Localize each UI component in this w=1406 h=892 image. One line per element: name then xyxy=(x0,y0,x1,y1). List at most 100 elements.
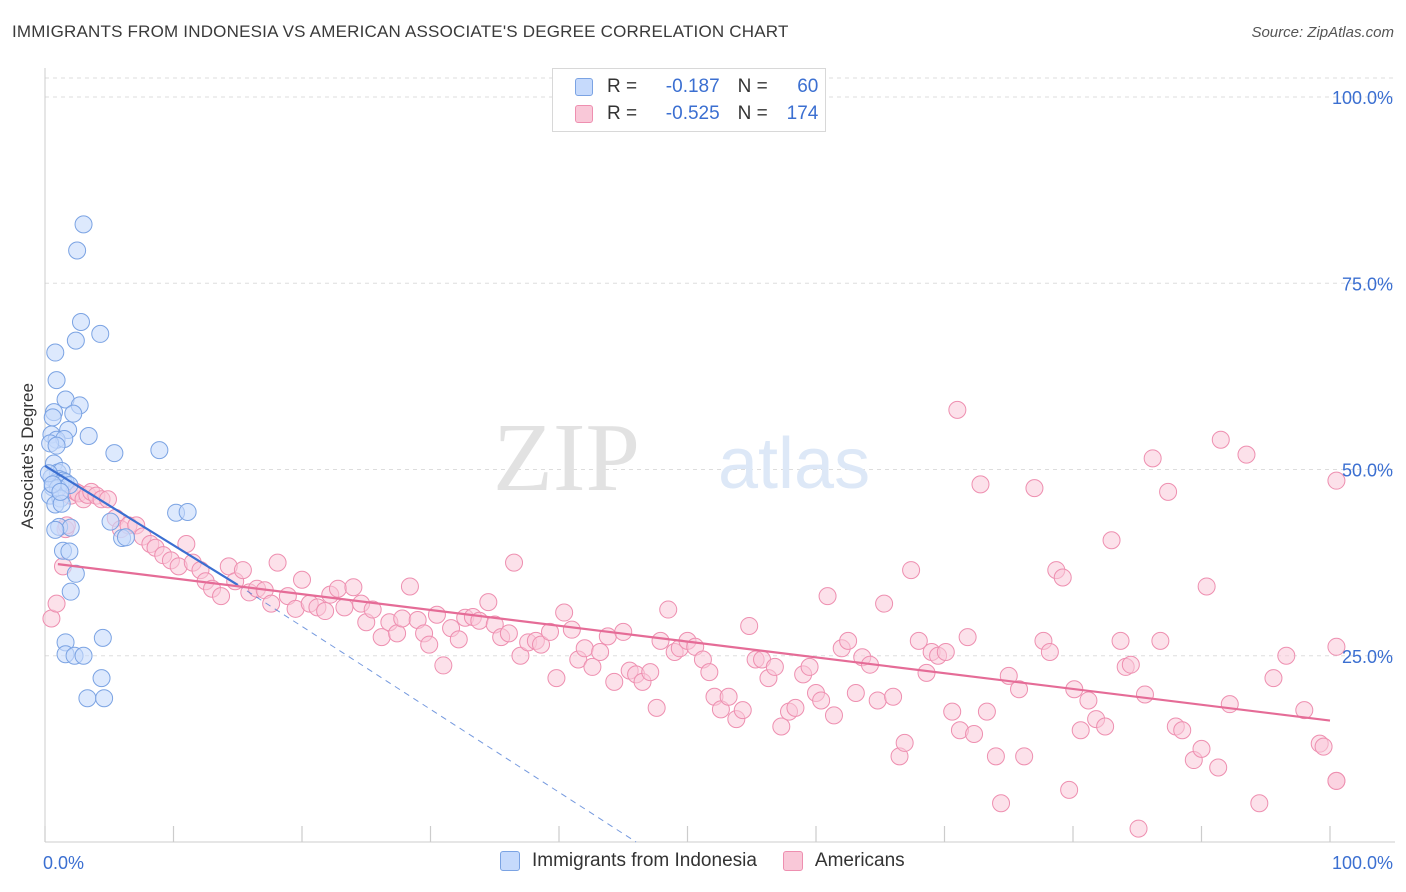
americans-point xyxy=(641,663,660,682)
americans-point xyxy=(1053,568,1072,587)
americans-point xyxy=(1102,531,1121,550)
americans-point xyxy=(575,639,594,658)
americans-point xyxy=(1071,721,1090,740)
indonesia-point xyxy=(93,628,112,647)
americans-point xyxy=(262,594,281,613)
americans-point xyxy=(800,657,819,676)
americans-point xyxy=(547,669,566,688)
legend-item-indonesia[interactable]: Immigrants from Indonesia xyxy=(500,850,757,872)
americans-point xyxy=(541,622,560,641)
americans-legend-swatch xyxy=(782,851,803,871)
americans-point xyxy=(562,620,581,639)
americans-point xyxy=(1025,479,1044,498)
americans-point xyxy=(651,631,670,650)
americans-point xyxy=(1327,471,1346,490)
americans-point xyxy=(902,561,921,580)
americans-point xyxy=(839,631,858,650)
americans-point xyxy=(992,794,1011,813)
axes xyxy=(44,68,1395,843)
americans-point xyxy=(372,628,391,647)
americans-point xyxy=(1277,646,1296,665)
n-label: N = xyxy=(737,76,768,97)
indonesia-point xyxy=(64,404,83,423)
americans-point xyxy=(765,657,784,676)
americans-point xyxy=(986,747,1005,766)
x-tick-label: 0.0% xyxy=(43,853,84,873)
americans-point xyxy=(316,602,335,621)
americans-point xyxy=(1173,721,1192,740)
legend-label-americans: Americans xyxy=(814,850,905,871)
americans-point xyxy=(1314,737,1333,756)
americans-point xyxy=(1159,482,1178,501)
americans-point xyxy=(772,717,791,736)
indonesia-trend-extension xyxy=(237,584,637,843)
americans-point xyxy=(555,603,574,622)
indonesia-point xyxy=(92,669,111,688)
americans-point xyxy=(958,628,977,647)
indonesia-point xyxy=(46,520,65,539)
americans-swatch xyxy=(575,105,593,123)
americans-point xyxy=(605,672,624,691)
americans-point xyxy=(434,656,453,675)
americans-point xyxy=(293,570,311,589)
americans-point xyxy=(917,663,936,682)
americans-point xyxy=(1135,685,1154,704)
americans-point xyxy=(740,616,759,635)
americans-point xyxy=(1220,695,1239,714)
series-legend: Immigrants from Indonesia Americans xyxy=(500,850,931,872)
americans-point xyxy=(868,691,887,710)
indonesia-point xyxy=(68,241,87,260)
indonesia-point xyxy=(105,444,124,463)
legend-item-americans[interactable]: Americans xyxy=(782,850,905,872)
indonesia-legend-swatch xyxy=(500,851,520,871)
americans-point xyxy=(363,600,382,619)
watermark-zip: ZIP xyxy=(493,404,640,512)
americans-point xyxy=(948,400,967,419)
stats-row-americans: R = -0.525 N = 174 xyxy=(575,101,818,127)
r-label: R = xyxy=(607,76,638,97)
americans-point xyxy=(1096,717,1115,736)
indonesia-point xyxy=(95,689,114,708)
americans-point xyxy=(1264,669,1283,688)
americans-point xyxy=(212,587,231,606)
americans-point xyxy=(47,594,66,613)
indonesia-swatch xyxy=(575,78,593,96)
watermark-atlas: atlas xyxy=(718,424,870,504)
n-label: N = xyxy=(737,103,768,124)
americans-point xyxy=(1121,655,1140,674)
americans-point xyxy=(1327,637,1346,656)
indonesia-point xyxy=(51,482,70,501)
stats-row-indonesia: R = -0.187 N = 60 xyxy=(575,74,818,100)
americans-point xyxy=(1129,819,1148,838)
indonesia-point xyxy=(61,582,80,601)
tick-labels: 25.0% 50.0% 75.0% 100.0% 0.0% 100.0% xyxy=(43,88,1393,873)
indonesia-point xyxy=(78,689,97,708)
americans-point xyxy=(393,609,412,628)
indonesia-point xyxy=(116,528,135,547)
indonesia-point xyxy=(60,542,79,561)
americans-point xyxy=(1151,631,1170,650)
americans-point xyxy=(1010,680,1029,699)
americans-point xyxy=(1211,430,1230,449)
americans-point xyxy=(1079,691,1098,710)
americans-point xyxy=(846,684,865,702)
americans-point xyxy=(818,587,837,606)
indonesia-point xyxy=(61,518,80,537)
indonesia-point xyxy=(101,512,120,531)
y-tick-label: 25.0% xyxy=(1342,647,1393,667)
americans-point xyxy=(895,733,914,752)
chart-title: IMMIGRANTS FROM INDONESIA VS AMERICAN AS… xyxy=(12,22,789,41)
stats-legend: R = -0.187 N = 60 R = -0.525 N = 174 xyxy=(552,68,826,132)
americans-point xyxy=(1250,794,1269,813)
n-value: 60 xyxy=(797,76,819,97)
indonesia-point xyxy=(47,371,66,390)
americans-point xyxy=(532,635,551,654)
americans-point xyxy=(1192,739,1211,758)
americans-point xyxy=(719,687,738,706)
indonesia-point xyxy=(47,436,66,455)
y-tick-label: 100.0% xyxy=(1332,88,1393,108)
americans-point xyxy=(909,631,928,650)
trend-lines xyxy=(44,464,1331,843)
americans-point xyxy=(824,706,843,725)
